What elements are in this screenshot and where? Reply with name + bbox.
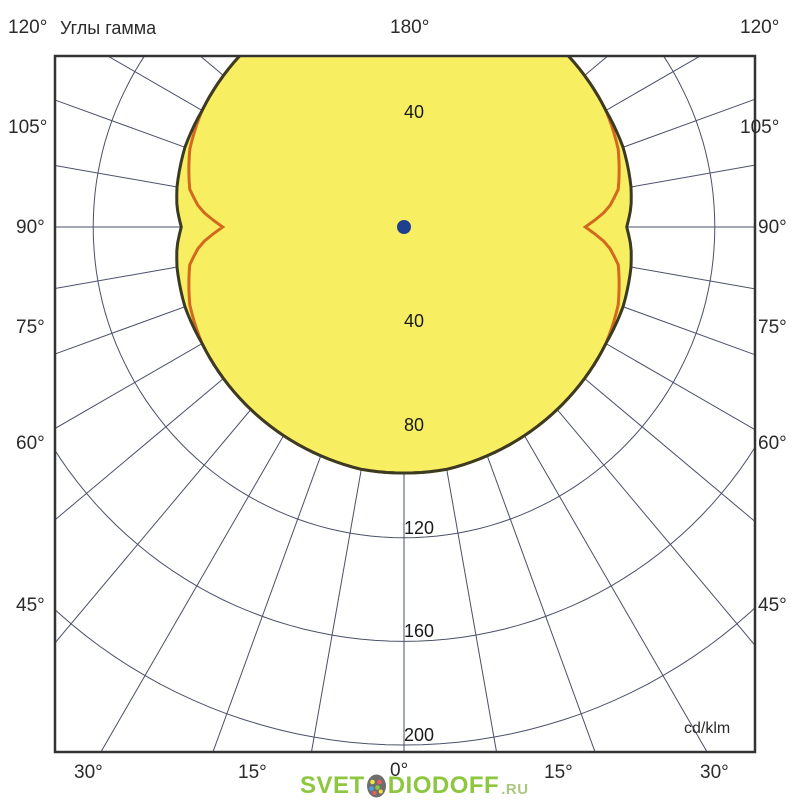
watermark-text-ru: .RU	[501, 781, 529, 798]
curve-c0-c180	[175, 56, 633, 475]
distribution-fill	[176, 56, 632, 474]
axis-label-left-105: 105°	[8, 117, 48, 138]
circle-dots-logo-icon	[366, 774, 387, 798]
axis-label-right-60: 60°	[758, 433, 787, 454]
radial-label-160: 160	[404, 621, 435, 641]
chart-title: Углы гамма	[60, 18, 157, 38]
watermark-text-diodoff: DIODOFF	[387, 772, 500, 799]
axis-label-left-60: 60°	[16, 433, 45, 454]
watermark: SVET DIODOFF .RU	[300, 772, 529, 800]
axis-label-right-75: 75°	[758, 317, 787, 338]
plot-frame	[53, 54, 757, 754]
axis-label-left-90: 90°	[16, 217, 45, 238]
axis-label-left-45: 45°	[16, 595, 45, 616]
axis-label-right-45: 45°	[758, 595, 787, 616]
axis-label-left-75: 75°	[16, 317, 45, 338]
radial-label-80: 80	[404, 415, 425, 435]
axis-label-bottom-15-left: 15°	[238, 762, 267, 783]
axis-label-top-center: 180°	[390, 17, 430, 38]
radial-label-120: 120	[404, 518, 435, 538]
axis-label-bottom-15-right: 15°	[544, 762, 573, 783]
origin-marker	[397, 220, 411, 234]
axis-label-bottom-30-left: 30°	[74, 762, 103, 783]
axis-label-top-right: 120°	[740, 17, 780, 38]
radial-label-40: 40	[404, 311, 425, 331]
axis-label-bottom-0: 0°	[390, 760, 409, 781]
watermark-text-svet: SVET	[300, 772, 365, 799]
axis-label-right-90: 90°	[758, 217, 787, 238]
radial-label-40-top: 40	[404, 102, 425, 122]
unit-label: cd/klm	[684, 720, 731, 737]
axis-label-right-105: 105°	[740, 117, 780, 138]
axis-label-top-left: 120°	[8, 17, 48, 38]
axis-label-bottom-30-right: 30°	[700, 762, 729, 783]
radial-label-200: 200	[404, 725, 435, 745]
